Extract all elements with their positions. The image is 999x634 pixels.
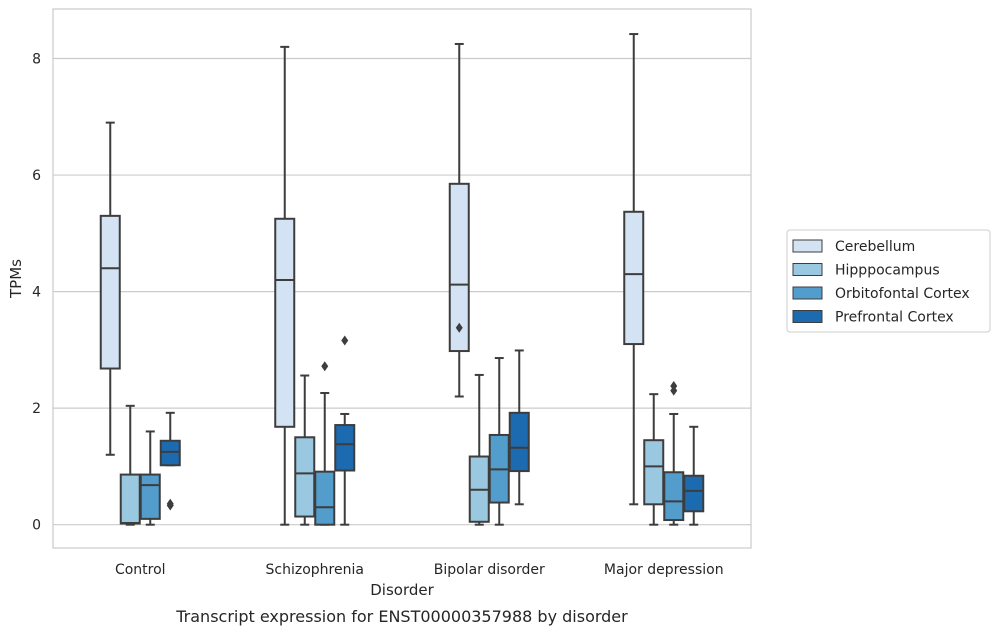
- boxes: [99, 33, 705, 526]
- box-hipppocampus: [119, 404, 141, 526]
- box-cerebellum: [448, 42, 470, 398]
- legend-label: Orbitofontal Cortex: [835, 286, 970, 302]
- box-iqr: [334, 424, 356, 472]
- box-orbitofontal-cortex: [663, 381, 685, 526]
- outlier-point: [166, 498, 174, 509]
- box-orbitofontal-cortex: [488, 357, 510, 526]
- box-prefrontal-cortex: [508, 349, 530, 506]
- box-iqr: [119, 473, 141, 525]
- legend-frame: [786, 229, 991, 333]
- legend: Cerebellum Hipppocampus Orbitofontal Corte…: [786, 229, 991, 333]
- legend-swatch: [792, 263, 823, 276]
- outlier-point: [455, 322, 463, 333]
- box-hipppocampus: [294, 374, 316, 526]
- box-hipppocampus: [468, 373, 490, 526]
- box-cerebellum: [623, 33, 645, 506]
- chart-caption: Transcript expression for ENST0000035798…: [175, 607, 628, 626]
- outlier-point: [321, 361, 329, 372]
- box-iqr: [623, 210, 645, 346]
- y-axis-label: TPMs: [7, 259, 25, 299]
- x-axis-label: Disorder: [370, 581, 434, 599]
- box-iqr: [139, 473, 161, 520]
- legend-swatch: [792, 310, 823, 323]
- box-prefrontal-cortex: [334, 335, 356, 526]
- box-iqr: [508, 411, 530, 473]
- outlier-point: [670, 381, 678, 392]
- box-iqr: [274, 217, 296, 428]
- y-tick-label-2: 2: [32, 401, 41, 417]
- box-orbitofontal-cortex: [314, 361, 336, 526]
- x-axis-ticks: Control Schizophrenia Bipolar disorder Majo…: [115, 562, 724, 578]
- plot-frame: [52, 8, 752, 549]
- legend-label: Cerebellum: [835, 239, 915, 255]
- y-tick-label-8: 8: [32, 52, 41, 68]
- box-iqr: [294, 436, 316, 518]
- legend-items: Cerebellum Hipppocampus Orbitofontal Corte…: [792, 239, 970, 326]
- box-hipppocampus: [643, 393, 665, 526]
- y-axis-ticks: 0 2 4 6 8: [32, 52, 41, 534]
- x-tick-label: Schizophrenia: [266, 562, 364, 578]
- y-tick-label-0: 0: [32, 518, 41, 534]
- box-prefrontal-cortex: [683, 425, 705, 526]
- box-iqr: [683, 474, 705, 513]
- outlier-point: [341, 335, 349, 346]
- box-prefrontal-cortex: [159, 411, 181, 511]
- box-iqr: [314, 470, 336, 526]
- legend-swatch: [792, 239, 823, 253]
- x-tick-label: Major depression: [604, 562, 724, 578]
- y-tick-label-4: 4: [32, 285, 41, 301]
- box-iqr: [159, 439, 181, 467]
- box-iqr: [643, 439, 665, 506]
- legend-swatch: [792, 286, 823, 300]
- box-iqr: [663, 471, 685, 522]
- box-cerebellum: [99, 121, 121, 456]
- box-orbitofontal-cortex: [139, 430, 161, 526]
- box-iqr: [448, 182, 470, 353]
- box-iqr: [99, 214, 121, 370]
- y-tick-label-6: 6: [32, 168, 41, 184]
- x-tick-label: Control: [115, 562, 166, 578]
- x-tick-label: Bipolar disorder: [434, 562, 545, 578]
- legend-label: Prefrontal Cortex: [835, 310, 954, 326]
- box-cerebellum: [274, 45, 296, 526]
- legend-label: Hipppocampus: [835, 263, 940, 279]
